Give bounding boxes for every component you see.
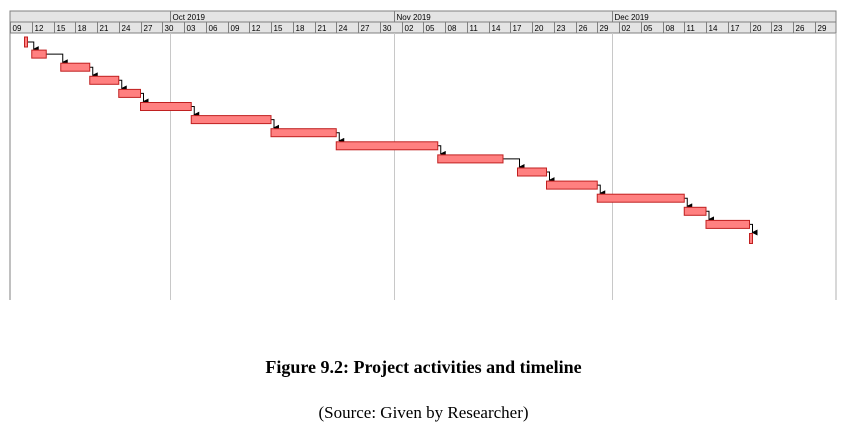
day-tick-label: 02 — [622, 24, 631, 33]
day-tick-label: 21 — [318, 24, 327, 33]
task-bar — [683, 206, 707, 216]
day-tick-label: 05 — [426, 24, 435, 33]
day-tick-label: 30 — [383, 24, 392, 33]
day-tick-label: 06 — [209, 24, 218, 33]
day-tick-label: 29 — [600, 24, 609, 33]
day-tick-label: 20 — [535, 24, 544, 33]
task-bar — [546, 180, 598, 190]
dependency-link — [46, 53, 68, 66]
task-bar — [24, 36, 28, 48]
dependency-link — [118, 79, 127, 92]
dependency-link — [271, 119, 279, 131]
dependency-link — [749, 223, 758, 236]
dependency-link — [140, 92, 149, 105]
day-tick-label: 11 — [687, 24, 696, 33]
day-tick-label: 14 — [492, 24, 501, 33]
day-tick-label: 11 — [470, 24, 479, 33]
day-tick-label: 12 — [35, 24, 44, 33]
figure-caption: Figure 9.2: Project activities and timel… — [265, 357, 582, 377]
day-tick-label: 30 — [165, 24, 174, 33]
day-tick-label: 26 — [796, 24, 805, 33]
day-tick-label: 18 — [78, 24, 87, 33]
task-bar — [749, 233, 753, 244]
task-bar — [437, 154, 504, 164]
day-tick-label: 15 — [57, 24, 66, 33]
month-label: Dec 2019 — [615, 13, 650, 22]
dependency-link — [706, 210, 714, 223]
dependency-link — [336, 132, 345, 144]
task-bar — [705, 219, 750, 229]
dependency-link — [191, 106, 200, 118]
figure-source: (Source: Given by Researcher) — [318, 403, 529, 422]
task-bar — [118, 88, 141, 98]
day-tick-label: 23 — [557, 24, 566, 33]
day-tick-label: 24 — [339, 24, 348, 33]
day-tick-label: 27 — [361, 24, 370, 33]
dependency-link — [437, 145, 446, 157]
task-bar — [89, 75, 120, 85]
gantt-chart: Oct 2019 Nov 2019 Dec 2019 09 12 15 18 21 24 27 30… — [9, 10, 837, 300]
day-tick-label: 20 — [753, 24, 762, 33]
day-tick-label: 17 — [731, 24, 740, 33]
dependency-link — [89, 66, 98, 79]
task-bar — [140, 102, 192, 111]
day-tick-label: 15 — [274, 24, 283, 33]
month-label: Nov 2019 — [397, 13, 432, 22]
dependency-link — [546, 171, 555, 184]
dependency-link — [503, 158, 525, 170]
dependency-link — [27, 41, 39, 53]
day-tick-label: 14 — [709, 24, 718, 33]
day-tick-label: 21 — [100, 24, 109, 33]
day-tick-label: 05 — [644, 24, 653, 33]
day-tick-label: 17 — [513, 24, 522, 33]
day-tick-label: 09 — [13, 24, 22, 33]
day-tick-label: 02 — [405, 24, 414, 33]
month-label: Oct 2019 — [173, 13, 206, 22]
day-tick-label: 29 — [818, 24, 827, 33]
task-bar — [31, 49, 47, 59]
day-tick-label: 09 — [231, 24, 240, 33]
day-tick-label: 08 — [666, 24, 675, 33]
day-tick-label: 27 — [144, 24, 153, 33]
task-bar — [270, 128, 337, 138]
day-tick-label: 26 — [579, 24, 588, 33]
dependency-link — [597, 184, 606, 197]
task-bar — [60, 62, 91, 72]
task-bar — [517, 167, 547, 177]
task-bar — [335, 141, 439, 151]
task-bar — [596, 193, 685, 203]
dependency-link — [684, 197, 693, 210]
day-tick-label: 24 — [122, 24, 131, 33]
task-bar — [190, 115, 272, 125]
day-tick-label: 12 — [252, 24, 261, 33]
day-tick-label: 03 — [187, 24, 196, 33]
day-tick-label: 23 — [774, 24, 783, 33]
day-tick-label: 08 — [448, 24, 457, 33]
day-tick-label: 18 — [296, 24, 305, 33]
